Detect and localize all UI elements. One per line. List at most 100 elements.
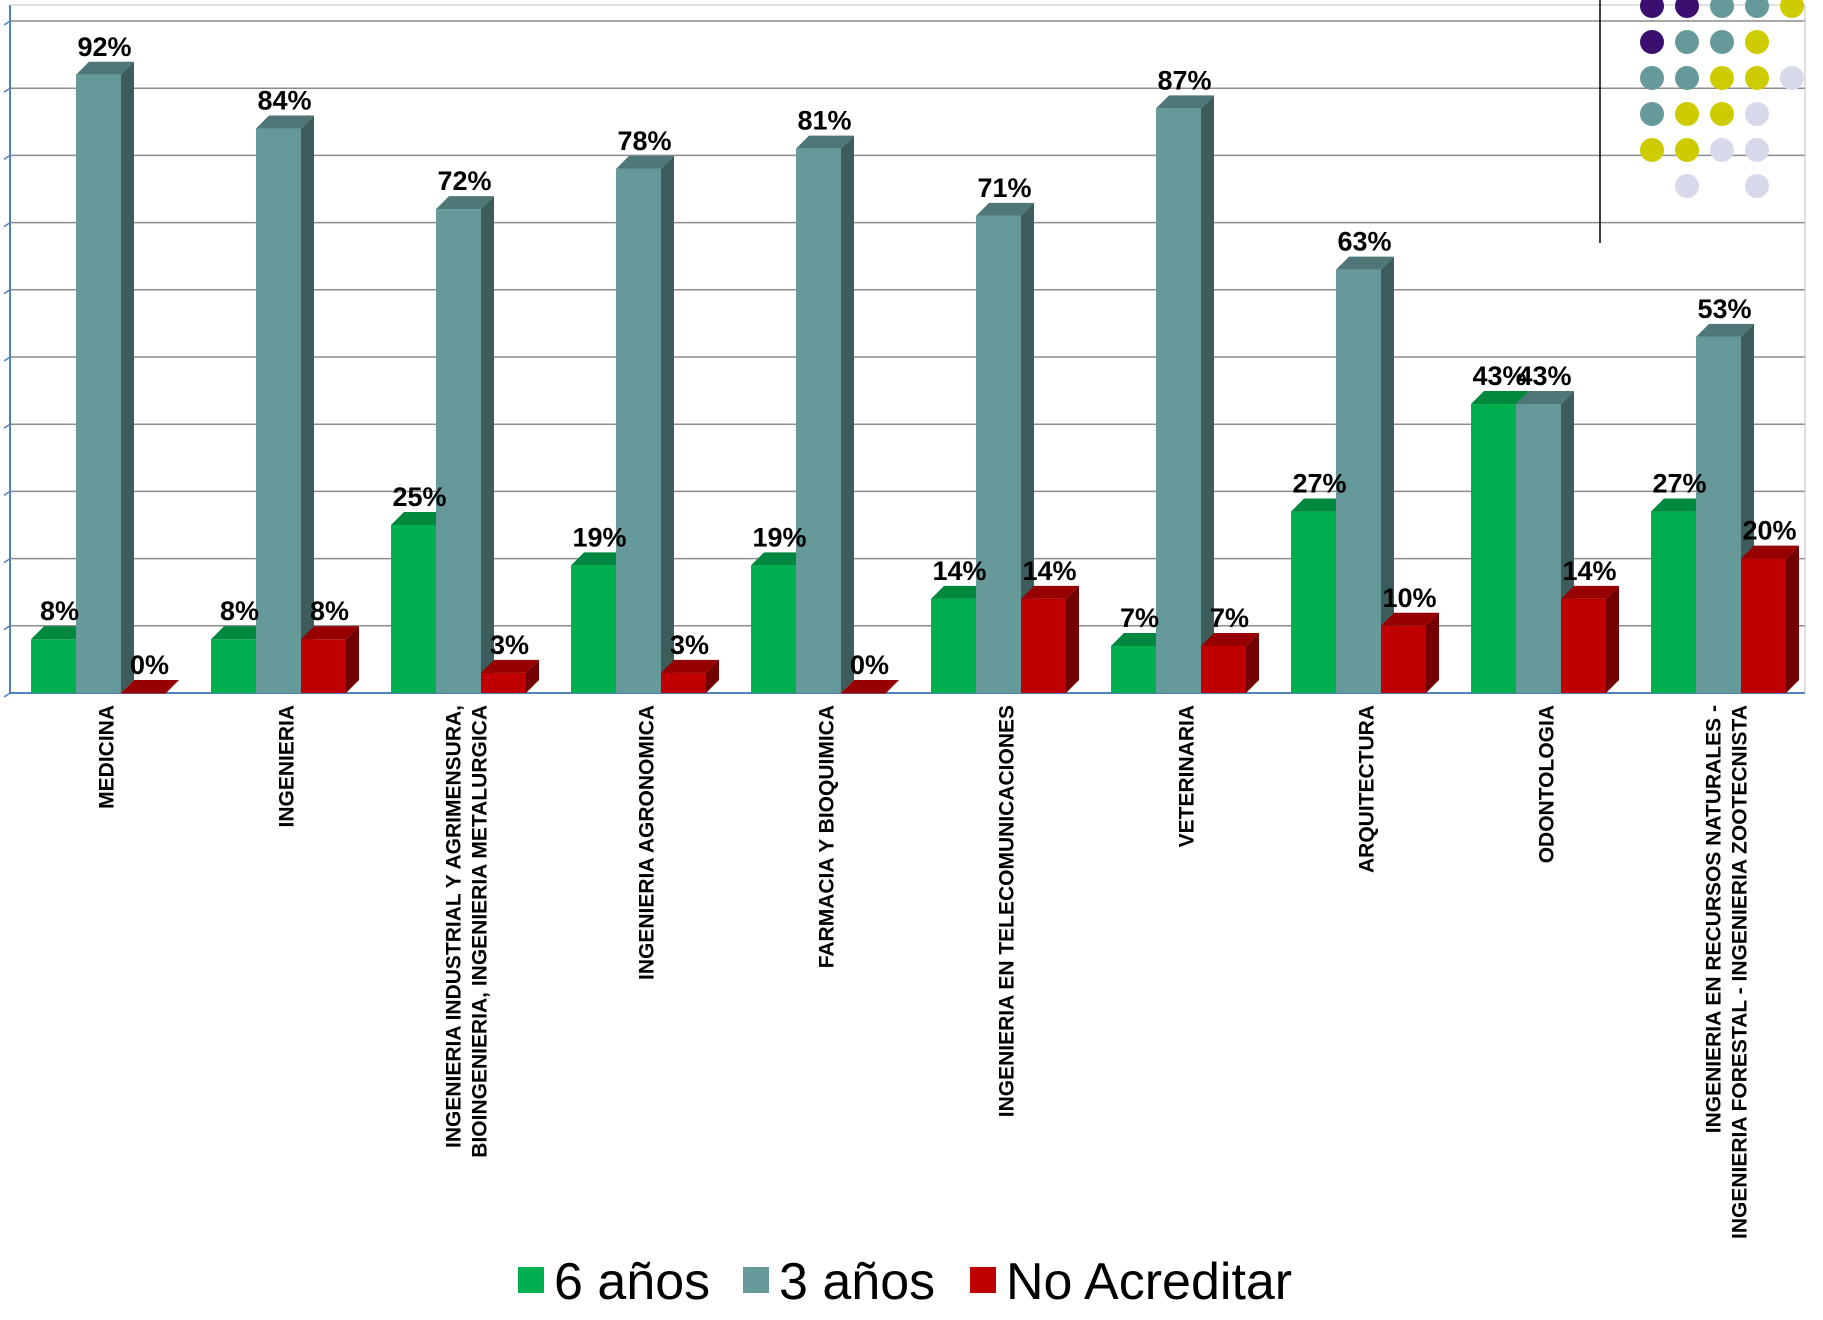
bar-side <box>1201 95 1214 694</box>
bar <box>1336 269 1381 693</box>
bar-top <box>1516 391 1574 405</box>
bar-top <box>301 626 359 640</box>
bar <box>571 565 616 693</box>
bar-top <box>1381 612 1439 626</box>
bar-side <box>706 659 719 693</box>
data-label: 3% <box>670 630 709 660</box>
decoration-dot <box>1675 102 1699 126</box>
data-label: 19% <box>572 522 626 552</box>
bar-side <box>346 626 359 693</box>
bar-side <box>526 659 539 693</box>
data-label: 19% <box>752 522 806 552</box>
bar <box>1471 404 1516 693</box>
axis-tick <box>3 692 11 698</box>
bar <box>256 128 301 693</box>
category-label: ARQUITECTURA <box>1356 705 1379 873</box>
bar-top <box>841 680 899 693</box>
bar <box>1291 511 1336 693</box>
category-label-line: INGENIERIA FORESTAL - INGENIERIA ZOOTECN… <box>1729 705 1752 1239</box>
data-label: 63% <box>1337 227 1391 257</box>
bar-top <box>1741 545 1799 559</box>
bar <box>1156 108 1201 694</box>
bar-side <box>1021 202 1034 693</box>
category-label-line: BIOINGENIERIA, INGENIERIA METALURGICA <box>469 705 492 1158</box>
data-label: 84% <box>257 86 311 116</box>
decoration-dot <box>1710 102 1734 126</box>
category-label: INGENIERIA <box>276 705 299 828</box>
bar-side <box>1066 585 1079 693</box>
bar-top <box>1561 585 1619 599</box>
bar <box>436 209 481 693</box>
category-label-line: INGENIERIA EN RECURSOS NATURALES - <box>1703 705 1726 1133</box>
data-label: 0% <box>850 650 889 680</box>
bar <box>1201 645 1246 693</box>
bar-top <box>1471 391 1529 405</box>
decoration-dot <box>1640 66 1664 90</box>
category-label-line: INGENIERIA EN TELECOMUNICACIONES <box>996 705 1019 1117</box>
decoration-dot <box>1640 30 1664 54</box>
bar-side <box>841 135 854 693</box>
bar-top <box>1651 498 1709 512</box>
bar-side <box>661 155 674 694</box>
category-label-line: INGENIERIA INDUSTRIAL Y AGRIMENSURA, <box>443 705 466 1148</box>
category-label-line: ODONTOLOGIA <box>1536 705 1559 863</box>
bar <box>1651 511 1696 693</box>
bar-top <box>76 61 134 75</box>
bar-top <box>121 680 179 693</box>
data-label: 14% <box>1562 556 1616 586</box>
decoration-dot <box>1675 66 1699 90</box>
decorative-dot-grid <box>1599 0 1804 243</box>
bar-top <box>391 512 449 525</box>
decoration-dot <box>1780 0 1804 18</box>
bar-top <box>616 155 674 169</box>
category-label: MEDICINA <box>96 705 119 809</box>
bar-top <box>211 626 269 640</box>
data-label: 87% <box>1157 65 1211 95</box>
category-label: ODONTOLOGIA <box>1536 705 1559 863</box>
bar <box>751 565 796 693</box>
legend-label: 6 años <box>554 1253 710 1311</box>
bar <box>391 525 436 693</box>
decoration-dot <box>1745 30 1769 54</box>
decoration-dot <box>1745 102 1769 126</box>
decoration-dot <box>1710 66 1734 90</box>
bar-top <box>571 552 629 566</box>
bar-side <box>481 196 494 693</box>
bar-top <box>1201 632 1259 646</box>
legend-swatch <box>970 1267 996 1293</box>
bar-side <box>1246 632 1259 693</box>
decoration-dot <box>1745 66 1769 90</box>
category-label-line: INGENIERIA AGRONOMICA <box>636 705 659 980</box>
decoration-dot <box>1745 0 1769 18</box>
data-label: 25% <box>392 482 446 512</box>
bar <box>616 168 661 694</box>
bar <box>661 672 706 693</box>
decoration-dot <box>1640 102 1664 126</box>
data-label: 3% <box>490 630 529 660</box>
bar-top <box>481 659 539 673</box>
bar <box>976 215 1021 693</box>
bar-top <box>436 196 494 210</box>
data-label: 10% <box>1382 583 1436 613</box>
decoration-dot <box>1745 138 1769 162</box>
category-labels: MEDICINA INGENIERIA INGENIERIA INDUSTRIAL … <box>96 705 1752 1239</box>
bar-top <box>976 202 1034 216</box>
data-label: 20% <box>1742 516 1796 546</box>
bar-top <box>1111 632 1169 646</box>
decoration-dot <box>1780 66 1804 90</box>
decoration-dot <box>1675 174 1699 198</box>
bar <box>1381 625 1426 693</box>
data-label: 92% <box>77 32 131 62</box>
bar-top <box>1021 585 1079 599</box>
data-label: 71% <box>977 173 1031 203</box>
legend-label: 3 años <box>779 1253 935 1311</box>
legend-label: No Acreditar <box>1006 1253 1292 1311</box>
category-label-line: MEDICINA <box>96 705 119 809</box>
data-label: 27% <box>1292 469 1346 499</box>
category-label: INGENIERIA EN RECURSOS NATURALES - INGENI… <box>1703 705 1752 1239</box>
bar <box>931 598 976 693</box>
category-label-line: FARMACIA Y BIOQUIMICA <box>816 705 839 968</box>
bar-side <box>1381 256 1394 693</box>
bar-top <box>661 659 719 673</box>
